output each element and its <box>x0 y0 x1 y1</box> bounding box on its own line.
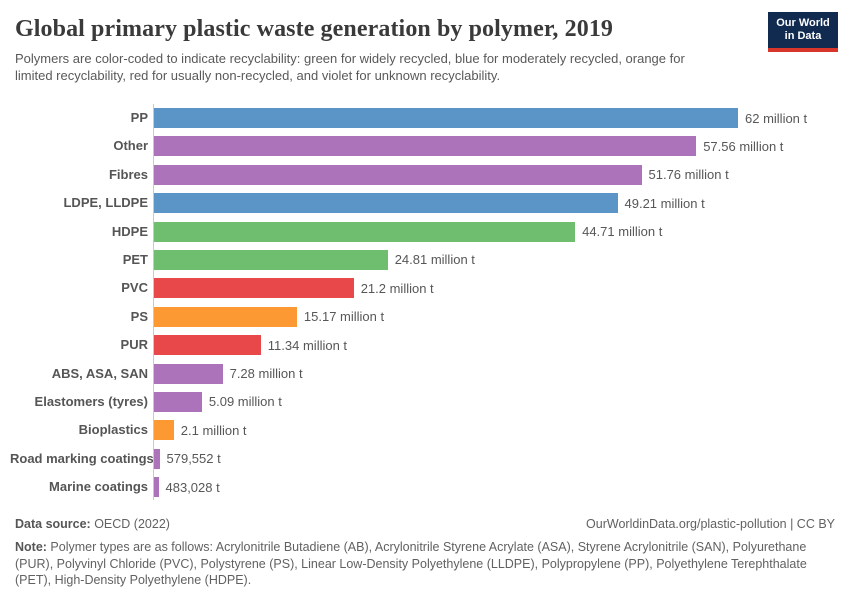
category-label: Marine coatings <box>49 479 148 495</box>
chart-row: Fibres 51.76 million t <box>10 164 835 185</box>
bar-pvc[interactable] <box>154 278 354 299</box>
bar-zone: 62 million t <box>154 108 835 128</box>
y-axis-line <box>153 104 154 501</box>
chart-row: HDPE 44.71 million t <box>10 221 835 242</box>
bar-zone: 21.2 million t <box>154 278 835 299</box>
bar-zone: 44.71 million t <box>154 221 835 242</box>
category-label: PS <box>130 308 148 324</box>
bar-fibres[interactable] <box>154 164 642 185</box>
category-label: Other <box>113 138 148 154</box>
chart-header: Global primary plastic waste generation … <box>0 0 850 84</box>
bar-ps[interactable] <box>154 306 297 327</box>
bar-zone: 49.21 million t <box>154 193 835 214</box>
chart-row: PUR 11.34 million t <box>10 335 835 356</box>
bar-zone: 11.34 million t <box>154 335 835 356</box>
chart-row: Other 57.56 million t <box>10 136 835 157</box>
source-row: Data source: OECD (2022) OurWorldinData.… <box>15 516 835 532</box>
chart-footer: Data source: OECD (2022) OurWorldinData.… <box>0 516 850 589</box>
note-label: Note: <box>15 540 47 555</box>
owid-logo-box: Our World in Data <box>768 12 838 48</box>
owid-logo-line1: Our World <box>776 17 830 29</box>
value-label: 15.17 million t <box>303 309 385 325</box>
chart-row: PP 62 million t <box>10 108 835 128</box>
bar-zone: 579,552 t <box>154 448 835 469</box>
value-label: 5.09 million t <box>208 394 282 410</box>
page-title: Global primary plastic waste generation … <box>15 16 614 42</box>
category-label: HDPE <box>111 223 148 239</box>
value-label: 579,552 t <box>166 451 221 467</box>
bar-abs-asa-san[interactable] <box>154 363 223 384</box>
category-label: PP <box>130 110 148 125</box>
bar-zone: 51.76 million t <box>154 164 835 185</box>
chart-row: PET 24.81 million t <box>10 249 835 270</box>
value-label: 11.34 million t <box>267 337 348 353</box>
bar-road-marking-coatings[interactable] <box>154 448 160 469</box>
value-label: 57.56 million t <box>703 138 784 154</box>
bar-zone: 2.1 million t <box>154 420 835 441</box>
bar-pur[interactable] <box>154 335 261 356</box>
category-label: PET <box>122 251 148 267</box>
owid-logo-line2: in Data <box>784 30 822 42</box>
chart-row: LDPE, LLDPE 49.21 million t <box>10 193 835 214</box>
bar-bioplastics[interactable] <box>154 420 174 441</box>
chart-rows: PP 62 million t Other 57.56 million t Fibres… <box>10 108 835 498</box>
bar-zone: 15.17 million t <box>154 306 835 327</box>
value-label: 44.71 million t <box>582 224 663 240</box>
bar-chart: PP 62 million t Other 57.56 million t Fibres… <box>0 104 850 501</box>
owid-logo[interactable]: Our World in Data <box>768 12 838 52</box>
bar-hdpe[interactable] <box>154 221 576 242</box>
chart-subtitle: Polymers are color-coded to indicate rec… <box>15 51 685 83</box>
bar-zone: 57.56 million t <box>154 136 835 157</box>
bar-zone: 7.28 million t <box>154 363 835 384</box>
chart-row: Bioplastics 2.1 million t <box>10 420 835 441</box>
value-label: 2.1 million t <box>180 422 247 438</box>
bar-zone: 24.81 million t <box>154 249 835 270</box>
value-label: 483,028 t <box>165 479 220 495</box>
note-value: Polymer types are as follows: Acrylonitr… <box>15 540 807 588</box>
category-label: Road marking coatings <box>10 450 154 466</box>
value-label: 62 million t <box>745 110 808 126</box>
bar-zone: 5.09 million t <box>154 391 835 412</box>
value-label: 51.76 million t <box>648 167 729 183</box>
bar-zone: 483,028 t <box>154 477 835 498</box>
bar-ldpe-lldpe[interactable] <box>154 193 618 214</box>
value-label: 49.21 million t <box>624 195 705 211</box>
data-source: Data source: OECD (2022) <box>15 516 170 532</box>
category-label: PVC <box>121 280 148 296</box>
value-label: 21.2 million t <box>360 280 434 296</box>
category-label: Bioplastics <box>78 422 148 438</box>
chart-row: ABS, ASA, SAN 7.28 million t <box>10 363 835 384</box>
value-label: 24.81 million t <box>394 252 475 268</box>
category-label: PUR <box>120 337 148 353</box>
chart-row: Marine coatings 483,028 t <box>10 477 835 498</box>
bar-elastomers-tyres[interactable] <box>154 391 202 412</box>
chart-row: Elastomers (tyres) 5.09 million t <box>10 391 835 412</box>
category-label: LDPE, LLDPE <box>63 195 148 211</box>
category-label: Fibres <box>108 166 148 182</box>
bar-pet[interactable] <box>154 249 388 270</box>
chart-row: PS 15.17 million t <box>10 306 835 327</box>
bar-pp[interactable] <box>154 108 738 128</box>
value-label: 7.28 million t <box>229 366 303 382</box>
data-source-value: OECD (2022) <box>90 517 170 532</box>
owid-logo-red-strip <box>768 48 838 52</box>
bar-marine-coatings[interactable] <box>154 477 159 498</box>
license-link[interactable]: OurWorldinData.org/plastic-pollution | C… <box>586 517 835 532</box>
chart-row: PVC 21.2 million t <box>10 278 835 299</box>
chart-note: Note: Polymer types are as follows: Acry… <box>15 539 835 589</box>
category-label: ABS, ASA, SAN <box>51 365 148 381</box>
chart-row: Road marking coatings 579,552 t <box>10 448 835 469</box>
bar-other[interactable] <box>154 136 697 157</box>
category-label: Elastomers (tyres) <box>34 393 148 409</box>
data-source-label: Data source: <box>15 517 91 532</box>
